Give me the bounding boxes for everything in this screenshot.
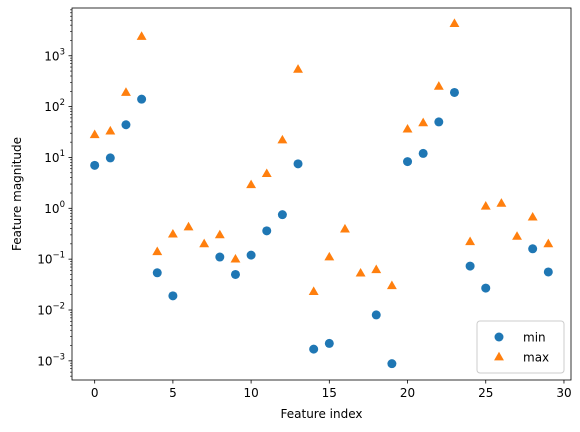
data-point-max (230, 253, 241, 263)
legend-box (476, 320, 565, 374)
legend-label-min: min (523, 331, 546, 345)
data-point-min (121, 120, 131, 130)
y-tick-label: 101 (44, 149, 65, 165)
data-point-max (277, 134, 288, 144)
data-point-max (89, 129, 100, 139)
data-point-max (402, 123, 413, 133)
data-point-min (215, 252, 225, 262)
y-tick-label: 10−3 (37, 352, 65, 368)
data-point-min (528, 244, 538, 254)
data-point-max (496, 198, 507, 207)
data-point-max (543, 238, 554, 248)
data-point-max (308, 286, 319, 295)
data-marks (89, 18, 554, 369)
legend-item-min: min (494, 331, 546, 345)
series-max (89, 18, 554, 295)
data-point-max (293, 64, 303, 73)
data-point-max (121, 87, 131, 96)
x-tick-label: 5 (169, 386, 177, 400)
data-point-max (355, 267, 366, 277)
legend-marker-max (494, 351, 504, 361)
data-point-min (105, 153, 115, 163)
data-point-min (168, 291, 178, 301)
y-axis: 10−3 10−2 10−1 100 101 102 103 (37, 9, 72, 377)
legend-item-max: max (494, 351, 549, 365)
legend: min max (476, 320, 565, 374)
y-tick-label: 10−2 (37, 301, 65, 317)
data-point-max (512, 231, 522, 240)
data-point-min (137, 94, 147, 104)
data-point-max (167, 228, 178, 238)
data-point-max (418, 117, 429, 127)
x-axis: 0 5 10 15 20 25 30 (91, 380, 572, 400)
data-point-min (277, 210, 287, 220)
data-point-min (230, 269, 240, 279)
data-point-min (90, 160, 100, 170)
data-point-min (465, 261, 475, 271)
data-point-min (371, 310, 381, 320)
x-tick-label: 0 (91, 386, 99, 400)
data-point-max (527, 211, 538, 221)
data-point-max (371, 264, 382, 274)
y-tick-label: 102 (44, 98, 65, 114)
data-point-min (418, 148, 428, 158)
data-point-max (152, 246, 163, 256)
data-point-max (214, 229, 225, 239)
x-tick-label: 10 (243, 386, 258, 400)
data-point-max (261, 168, 272, 178)
data-point-max (246, 179, 257, 189)
y-tick-label: 10−1 (37, 251, 65, 267)
data-point-min (543, 267, 553, 277)
data-point-max (105, 125, 116, 135)
data-point-min (449, 87, 459, 97)
data-point-min (387, 359, 397, 369)
data-point-max (465, 236, 476, 246)
data-point-max (386, 280, 397, 290)
legend-marker-min (494, 332, 504, 342)
x-axis-label: Feature index (281, 407, 363, 421)
data-point-max (449, 18, 460, 27)
data-point-max (433, 81, 444, 90)
data-point-min (262, 226, 272, 236)
data-point-min (246, 250, 256, 260)
x-tick-label: 25 (478, 386, 493, 400)
series-min (90, 87, 553, 369)
data-point-min (293, 159, 303, 169)
x-tick-label: 20 (400, 386, 415, 400)
data-point-min (403, 157, 413, 167)
y-tick-label: 103 (44, 47, 65, 63)
x-tick-label: 30 (556, 386, 571, 400)
data-point-min (434, 117, 444, 127)
y-tick-label: 100 (44, 200, 65, 216)
data-point-max (324, 251, 335, 261)
data-point-max (480, 201, 491, 210)
data-point-max (340, 223, 350, 233)
x-tick-label: 15 (322, 386, 337, 400)
legend-label-max: max (523, 351, 549, 365)
data-point-min (309, 344, 319, 354)
plot-background (72, 8, 571, 380)
y-axis-label: Feature magnitude (10, 137, 24, 251)
data-point-min (481, 283, 491, 293)
data-point-max (136, 31, 147, 40)
data-point-max (183, 221, 194, 231)
plot-frame (71, 7, 572, 381)
data-point-min (324, 338, 334, 348)
data-point-max (199, 238, 210, 248)
data-point-min (152, 268, 162, 278)
